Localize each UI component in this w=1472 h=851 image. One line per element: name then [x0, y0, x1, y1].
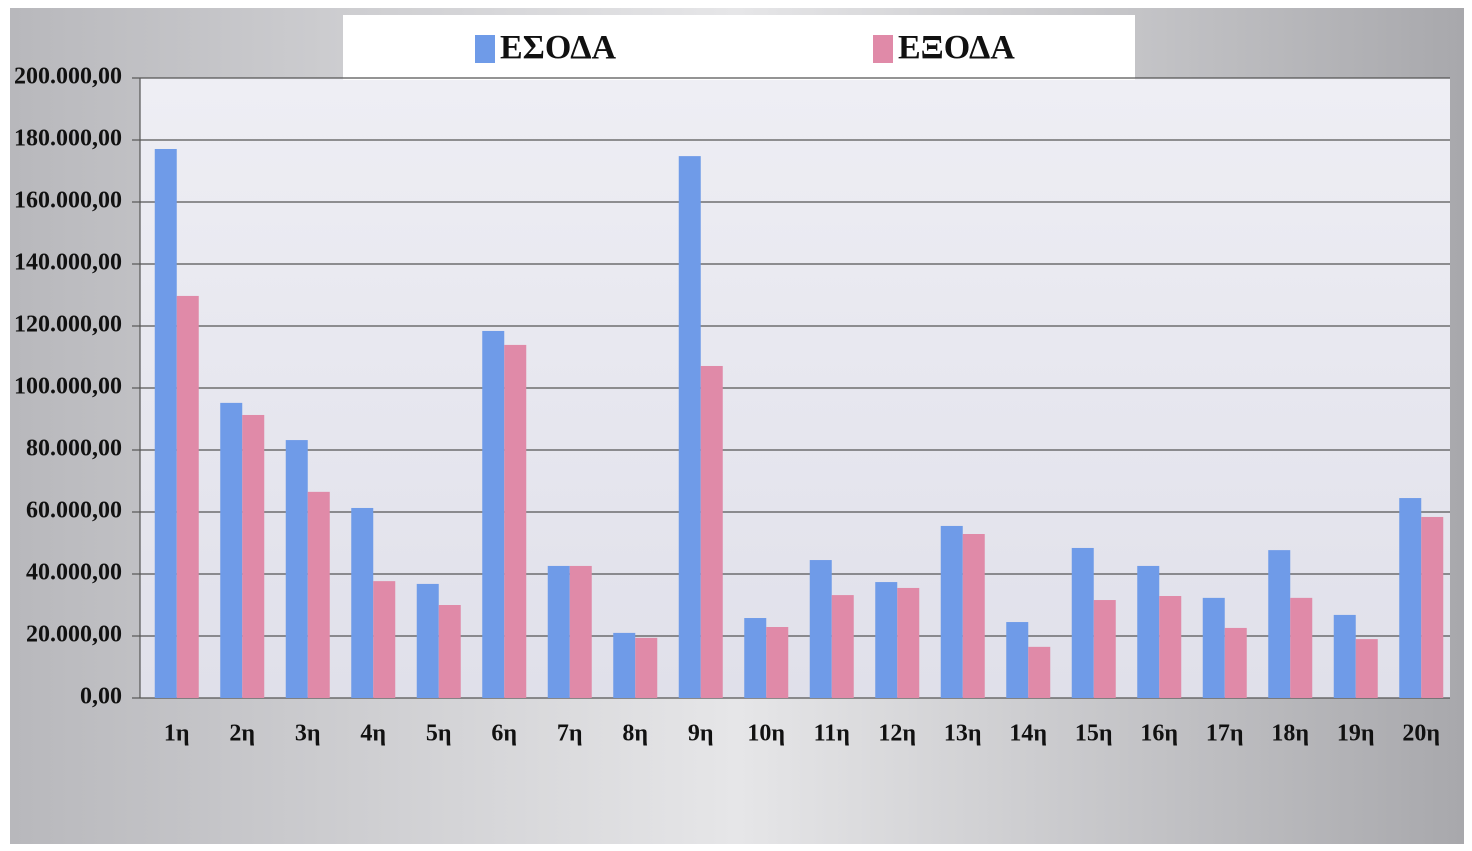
- bar: [504, 344, 527, 698]
- bar: [1290, 597, 1313, 698]
- x-tick-label: 11η: [814, 721, 850, 747]
- bar: [547, 565, 570, 698]
- bar: [1399, 498, 1422, 698]
- bar: [1224, 627, 1247, 698]
- x-tick-label: 2η: [229, 721, 255, 747]
- bar: [220, 402, 243, 698]
- bar: [1202, 597, 1225, 698]
- x-tick-label: 12η: [878, 721, 916, 747]
- bar: [831, 595, 854, 698]
- x-tick-label: 15η: [1075, 721, 1113, 747]
- bar: [1137, 565, 1160, 698]
- y-tick-label: 160.000,00: [14, 188, 122, 214]
- bar: [875, 582, 898, 698]
- x-tick-label: 13η: [944, 721, 982, 747]
- legend-label: ΕΞΟΔΑ: [898, 29, 1015, 66]
- bar: [1006, 622, 1029, 698]
- bar: [1268, 550, 1291, 698]
- bar: [1333, 614, 1356, 698]
- bar: [307, 491, 330, 698]
- bar: [1093, 600, 1116, 698]
- bar: [154, 148, 177, 699]
- y-tick-label: 180.000,00: [14, 126, 122, 152]
- x-tick-label: 4η: [360, 721, 386, 747]
- legend-box: [343, 15, 1135, 80]
- bar: [373, 581, 396, 698]
- x-tick-label: 14η: [1009, 721, 1047, 747]
- y-tick-label: 20.000,00: [26, 622, 122, 648]
- y-tick-label: 140.000,00: [14, 250, 122, 276]
- y-tick-label: 120.000,00: [14, 312, 122, 338]
- bar: [1421, 516, 1444, 698]
- legend-label: ΕΣΟΔΑ: [500, 29, 617, 66]
- y-tick-label: 0,00: [80, 684, 122, 710]
- y-tick-label: 40.000,00: [26, 560, 122, 586]
- legend-swatch: [873, 35, 893, 63]
- bar: [351, 507, 374, 698]
- x-tick-label: 1η: [164, 721, 190, 747]
- x-tick-label: 18η: [1271, 721, 1309, 747]
- bar: [438, 605, 461, 698]
- bar: [416, 583, 439, 698]
- bar: [176, 295, 199, 698]
- y-tick-label: 200.000,00: [14, 64, 122, 90]
- bar: [569, 565, 592, 698]
- x-tick-label: 10η: [747, 721, 785, 747]
- y-tick-label: 60.000,00: [26, 498, 122, 524]
- x-tick-label: 7η: [557, 721, 583, 747]
- bar: [962, 534, 985, 698]
- x-tick-label: 5η: [426, 721, 452, 747]
- x-tick-label: 9η: [688, 721, 714, 747]
- y-tick-label: 100.000,00: [14, 374, 122, 400]
- bar: [897, 587, 920, 698]
- y-tick-label: 80.000,00: [26, 436, 122, 462]
- bar: [744, 618, 767, 698]
- bar: [285, 440, 308, 698]
- bar: [1355, 639, 1378, 698]
- x-tick-label: 6η: [491, 721, 517, 747]
- bar: [940, 525, 963, 698]
- x-tick-label: 20η: [1402, 721, 1440, 747]
- bar: [482, 330, 505, 698]
- bar: [635, 637, 658, 698]
- x-tick-label: 19η: [1337, 721, 1375, 747]
- bar: [1071, 547, 1094, 698]
- bar: [766, 627, 789, 698]
- x-tick-label: 17η: [1206, 721, 1244, 747]
- bar: [809, 560, 832, 698]
- bar: [700, 365, 723, 698]
- x-tick-label: 16η: [1140, 721, 1178, 747]
- bar: [242, 414, 265, 698]
- bar: [1028, 646, 1051, 698]
- x-tick-label: 3η: [295, 721, 321, 747]
- legend-swatch: [475, 35, 495, 63]
- bar: [613, 632, 636, 698]
- x-tick-label: 8η: [622, 721, 648, 747]
- bar: [678, 156, 701, 698]
- bar: [1159, 596, 1182, 698]
